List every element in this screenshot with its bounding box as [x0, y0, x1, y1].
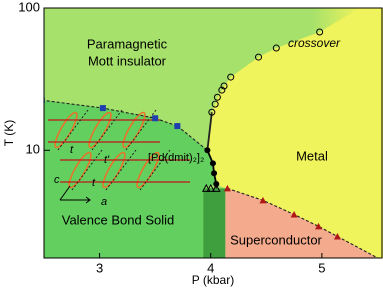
point	[316, 28, 324, 36]
annotation: t	[70, 144, 74, 156]
x-tick-label: 4	[207, 260, 214, 275]
connector	[206, 112, 213, 151]
point	[209, 160, 216, 167]
region-superconductor	[225, 188, 378, 258]
point	[99, 105, 106, 112]
point	[211, 100, 219, 108]
point	[218, 86, 226, 94]
point	[223, 184, 231, 192]
point	[152, 115, 159, 122]
region-label: Valence Bond Solid	[62, 212, 175, 227]
point	[201, 183, 211, 192]
point	[333, 232, 341, 240]
point	[208, 108, 216, 116]
point	[315, 222, 323, 230]
point	[204, 147, 211, 154]
y-axis-label: T (K)	[2, 120, 16, 146]
boundary-line	[206, 149, 218, 185]
point	[290, 210, 298, 218]
point	[211, 183, 221, 192]
region-label: Paramagnetic	[87, 36, 168, 51]
region-label: Metal	[296, 148, 328, 163]
regions	[44, 8, 383, 258]
point	[206, 183, 216, 192]
point	[211, 170, 218, 177]
connector	[177, 125, 208, 151]
point	[255, 53, 263, 61]
boundary-line	[44, 99, 178, 127]
x-tick-label: 5	[318, 260, 325, 275]
region-label: Mott insulator	[88, 53, 167, 68]
point	[259, 196, 267, 204]
point	[213, 93, 221, 101]
point	[174, 123, 181, 130]
region-coexistence	[203, 188, 226, 258]
point	[272, 44, 280, 52]
annotation: c	[54, 174, 60, 186]
y-tick-label: 100	[18, 0, 40, 14]
annotation: t'	[104, 154, 110, 166]
annotation: t	[92, 177, 96, 189]
region-vbs	[44, 100, 217, 258]
lattice-inset	[48, 109, 190, 204]
annotation: [Pd(dmit)₂]₂	[148, 152, 204, 164]
x-tick-label: 3	[96, 260, 103, 275]
point	[220, 82, 228, 90]
region-label: Superconductor	[230, 232, 322, 247]
annotation: crossover	[288, 36, 341, 50]
connector	[337, 235, 379, 258]
x-axis-label: P (kbar)	[192, 273, 234, 287]
point	[227, 73, 235, 81]
annotation: a	[101, 196, 107, 208]
marks	[44, 28, 379, 258]
y-tick-label: 10	[26, 142, 40, 157]
plot-frame	[43, 7, 383, 259]
